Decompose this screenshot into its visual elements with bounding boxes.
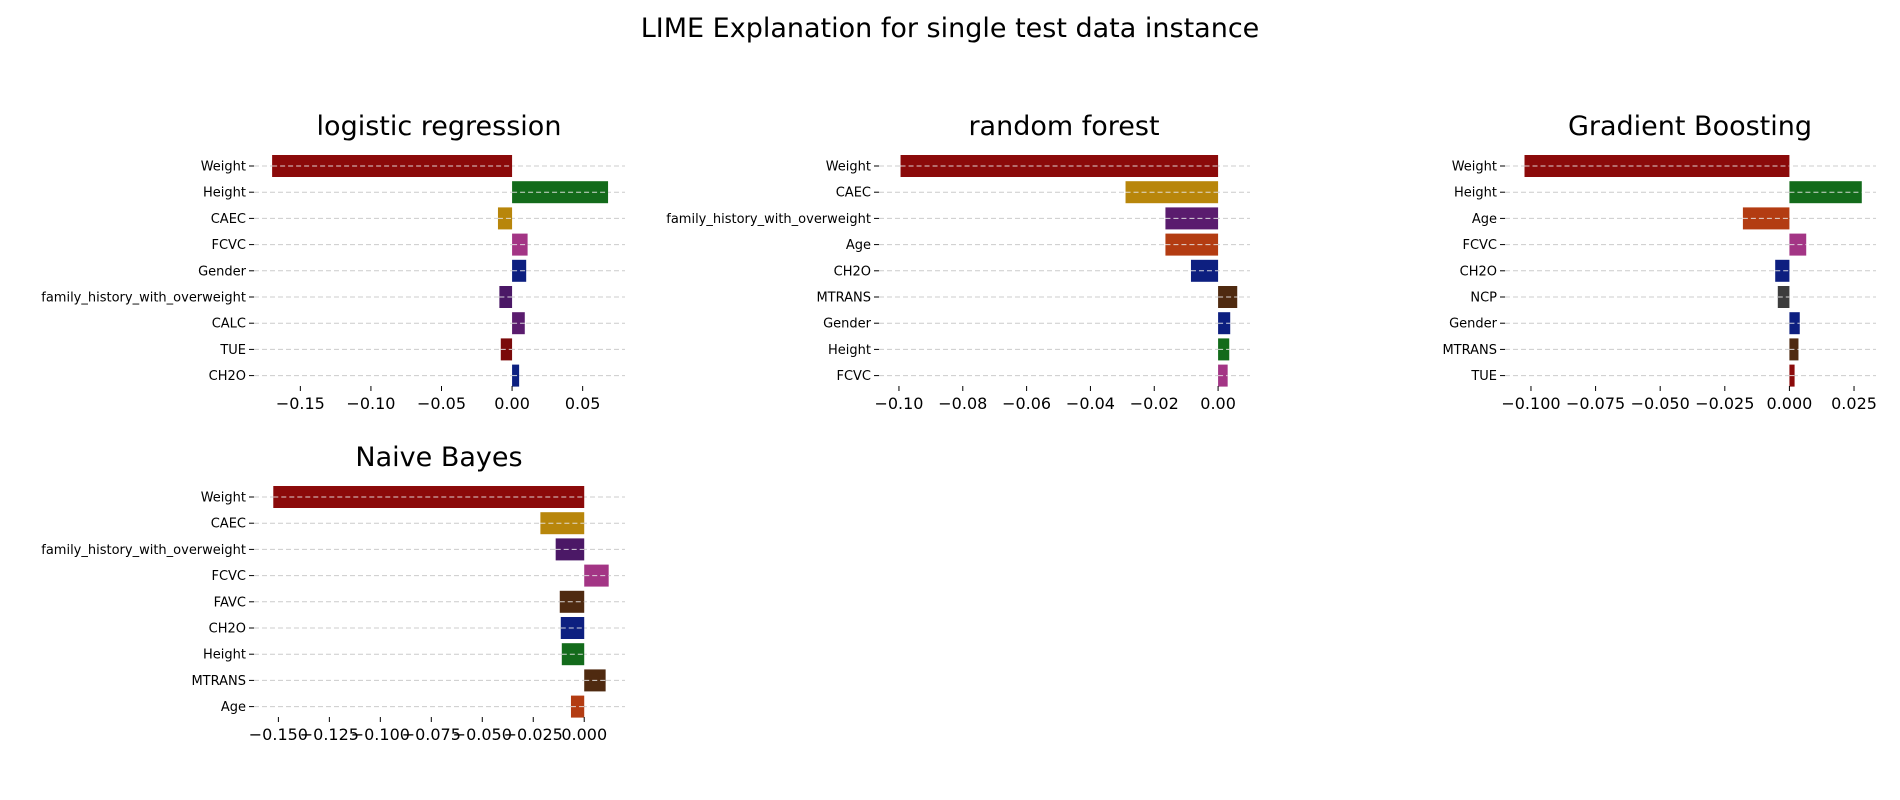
y-tick-label: CH2O [1460, 264, 1497, 279]
bar-gender [512, 259, 527, 282]
x-tick-label: 0.000 [1767, 394, 1813, 413]
x-tick-label: 0.00 [1200, 394, 1236, 413]
y-tick-label: MTRANS [191, 674, 246, 689]
y-tick-label: CH2O [209, 369, 246, 384]
y-tick-label: Height [828, 343, 871, 358]
y-tick-label: CAEC [836, 186, 871, 201]
panel-title: logistic regression [317, 111, 562, 142]
x-tick-label: −0.15 [276, 394, 325, 413]
panel-gradient-boosting: Gradient Boosting Weight Height Age FCVC CH2… [1442, 111, 1876, 413]
bar-ncp [1777, 286, 1790, 308]
bar-fcvc [512, 233, 528, 256]
panel-title: Naive Bayes [355, 442, 522, 473]
panel-title: random forest [968, 111, 1159, 142]
y-tick-label: Age [846, 238, 871, 253]
bar-family-history-with-overweight [555, 538, 585, 561]
y-tick-label: FAVC [214, 595, 246, 610]
x-tick-label: −0.06 [1002, 394, 1051, 413]
x-tick-label: −0.075 [1566, 394, 1625, 413]
y-tick-label: family_history_with_overweight [41, 543, 246, 558]
bar-height [512, 181, 609, 204]
y-tick-label: Weight [201, 160, 246, 175]
bar-gender [1218, 312, 1231, 335]
x-tick-label: 0.025 [1831, 394, 1877, 413]
y-tick-label: Height [203, 186, 246, 201]
x-tick-label: −0.075 [402, 725, 461, 744]
x-tick-label: −0.025 [1695, 394, 1754, 413]
bar-age [570, 695, 585, 718]
panel-random-forest: random forest Weight CAEC family_history_w… [666, 111, 1250, 413]
bar-caec [540, 512, 585, 535]
y-tick-label: CAEC [211, 212, 246, 227]
y-tick-label: Weight [826, 160, 871, 175]
x-tick-label: −0.04 [1066, 394, 1115, 413]
panel-naive-bayes: Naive Bayes Weight CAEC family_history_wit… [41, 442, 625, 744]
y-tick-label: Gender [823, 317, 872, 332]
y-tick-label: NCP [1470, 291, 1497, 306]
x-tick-label: 0.05 [565, 394, 601, 413]
y-tick-label: FCVC [211, 238, 246, 253]
bar-height [1218, 338, 1230, 361]
y-tick-label: MTRANS [816, 291, 871, 306]
y-tick-label: Height [203, 648, 246, 663]
x-tick-label: −0.02 [1130, 394, 1179, 413]
bar-ch2o [1775, 259, 1790, 282]
x-tick-label: −0.150 [249, 725, 308, 744]
y-tick-label: FCVC [1462, 238, 1497, 253]
x-tick-label: −0.050 [1631, 394, 1690, 413]
y-tick-label: FCVC [836, 369, 871, 384]
y-tick-label: MTRANS [1442, 343, 1497, 358]
y-tick-label: Gender [198, 264, 247, 279]
x-tick-label: 0.00 [494, 394, 530, 413]
x-tick-label: −0.125 [300, 725, 359, 744]
x-tick-label: −0.100 [1501, 394, 1560, 413]
y-tick-label: Weight [201, 491, 246, 506]
y-tick-label: Weight [1452, 160, 1497, 175]
y-tick-label: Age [1472, 212, 1497, 227]
y-tick-label: Age [221, 700, 246, 715]
y-tick-label: CAEC [211, 517, 246, 532]
bar-weight [272, 155, 513, 177]
y-tick-label: Gender [1449, 317, 1498, 332]
bar-calc [512, 312, 525, 335]
x-tick-label: −0.05 [417, 394, 466, 413]
y-tick-label: TUE [1470, 369, 1497, 384]
x-tick-label: −0.08 [938, 394, 987, 413]
x-tick-label: −0.10 [874, 394, 923, 413]
bar-caec [497, 207, 513, 230]
y-tick-label: family_history_with_overweight [666, 212, 871, 227]
x-tick-label: −0.100 [351, 725, 410, 744]
x-tick-label: −0.10 [346, 394, 395, 413]
y-tick-label: CH2O [209, 622, 246, 637]
y-tick-label: CALC [212, 317, 246, 332]
panel-title: Gradient Boosting [1568, 111, 1812, 142]
x-tick-label: 0.000 [561, 725, 607, 744]
bar-weight [900, 155, 1219, 177]
y-tick-label: FCVC [211, 569, 246, 584]
bar-age [1742, 207, 1790, 230]
y-tick-label: TUE [219, 343, 246, 358]
bar-family-history-with-overweight [499, 286, 513, 308]
x-tick-label: −0.025 [504, 725, 563, 744]
x-tick-label: −0.050 [453, 725, 512, 744]
bar-gender [1789, 312, 1800, 335]
y-tick-label: CH2O [834, 264, 871, 279]
bar-ch2o [1190, 259, 1219, 282]
y-tick-label: Height [1454, 186, 1497, 201]
panel-logistic-regression: logistic regression Weight Height CAEC FCVC… [41, 111, 625, 413]
bar-caec [1125, 181, 1219, 204]
y-tick-label: family_history_with_overweight [41, 291, 246, 306]
figure-title: LIME Explanation for single test data in… [641, 13, 1260, 44]
bar-tue [500, 338, 513, 361]
